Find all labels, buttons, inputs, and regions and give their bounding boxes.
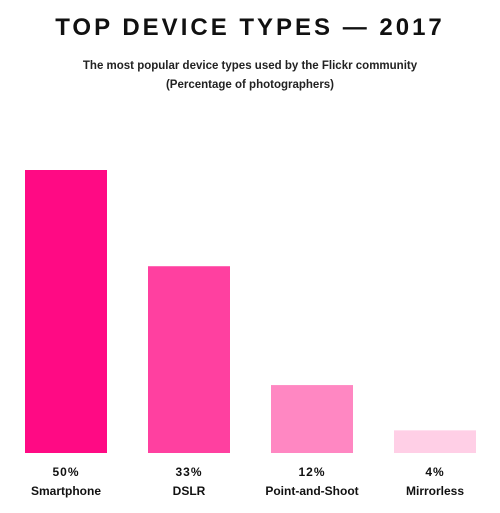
- category-label-dslr: DSLR: [173, 484, 206, 498]
- chart-subtitle: The most popular device types used by th…: [0, 57, 500, 95]
- value-label-smartphone: 50%: [52, 465, 79, 479]
- category-label-point-and-shoot: Point-and-Shoot: [265, 484, 358, 498]
- chart-subtitle-line-1: The most popular device types used by th…: [82, 60, 418, 72]
- value-label-mirrorless: 4%: [425, 465, 444, 479]
- category-label-mirrorless: Mirrorless: [406, 484, 464, 498]
- value-label-point-and-shoot: 12%: [298, 465, 325, 479]
- bar-mirrorless: [394, 430, 476, 453]
- bar-point-and-shoot: [271, 385, 353, 453]
- category-label-smartphone: Smartphone: [31, 484, 101, 498]
- chart-title: TOP DEVICE TYPES — 2017: [55, 14, 445, 41]
- bar-smartphone: [25, 170, 107, 453]
- value-label-dslr: 33%: [175, 465, 202, 479]
- chart-subtitle-line-2: (Percentage of photographers): [165, 79, 335, 91]
- bar-dslr: [148, 266, 230, 453]
